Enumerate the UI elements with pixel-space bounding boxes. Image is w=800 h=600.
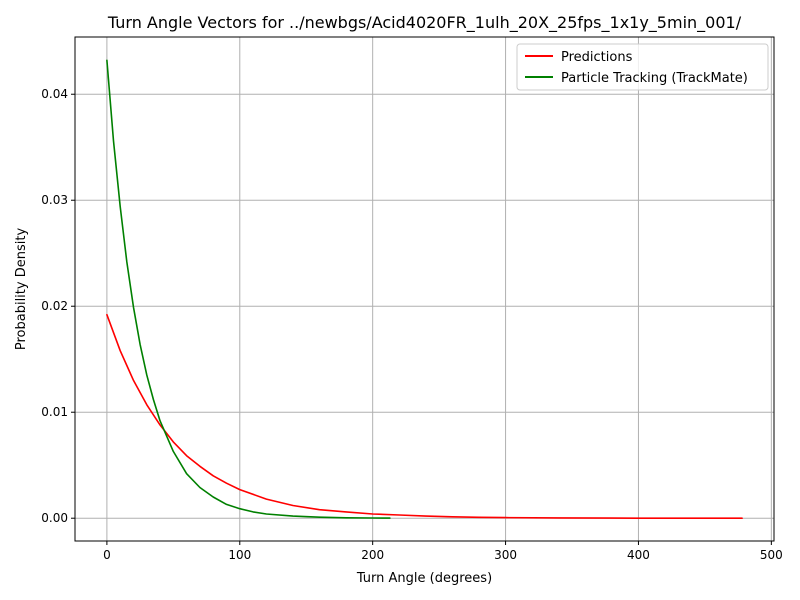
legend-box (516, 43, 769, 91)
y-axis-label: Probability Density (14, 228, 29, 351)
legend-label-trackmate: Particle Tracking (TrackMate) (561, 71, 748, 86)
x-tick-label: 300 (494, 548, 517, 562)
y-tick-label: 0.01 (41, 405, 68, 419)
y-tick-label: 0.02 (41, 299, 68, 313)
chart-title: Turn Angle Vectors for ../newbgs/Acid402… (107, 13, 742, 33)
x-tick-label: 200 (361, 548, 384, 562)
series-line-trackmate (106, 59, 391, 519)
y-tick-label: 0.03 (41, 193, 68, 207)
legend-label-predictions: Predictions (561, 50, 633, 65)
y-tick-label: 0.00 (41, 511, 68, 525)
x-tick-label: 100 (228, 548, 251, 562)
legend: Predictions Particle Tracking (TrackMate… (516, 43, 769, 91)
grid-lines (75, 37, 774, 541)
x-axis-label: Turn Angle (degrees) (356, 571, 492, 586)
x-tick-label: 400 (627, 548, 650, 562)
x-tick-label: 0 (103, 548, 111, 562)
series-lines (106, 59, 743, 520)
y-tick-label: 0.04 (41, 87, 68, 101)
plot-area-frame (74, 36, 775, 542)
axis-ticks: 0 100 200 300 400 500 0.00 0.01 0.02 0.03 0.04 (41, 87, 783, 562)
x-tick-label: 500 (760, 548, 783, 562)
